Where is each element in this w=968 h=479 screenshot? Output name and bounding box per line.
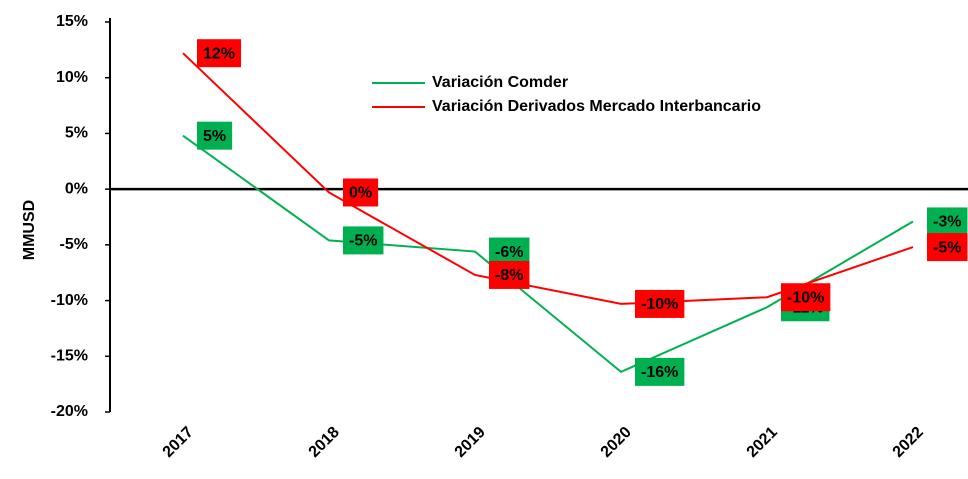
data-label-box [489,237,530,266]
x-tick-label: 2017 [160,424,197,461]
data-label: -10% [641,296,678,313]
data-label: 0% [349,185,372,202]
y-tick-label: 15% [56,13,88,30]
data-label-box [489,260,530,289]
data-label: -3% [933,214,961,231]
data-label: 5% [203,128,226,145]
data-label-box [197,121,233,150]
data-label-box [197,39,242,68]
data-label-box [343,178,379,207]
data-label-box [927,207,968,236]
legend-label: Variación Derivados Mercado Interbancari… [432,98,761,115]
y-tick-label: -5% [60,236,88,253]
series-line [182,134,914,374]
x-tick-label: 2022 [890,424,927,461]
data-label-box [635,357,685,386]
data-label: -16% [641,364,678,381]
x-tick-label: 2019 [452,424,489,461]
x-tick-label: 2021 [744,424,781,461]
y-tick-label: -15% [51,348,88,365]
data-label-box [927,233,968,262]
y-tick-label: 0% [65,180,88,197]
data-label: -5% [933,239,961,256]
y-axis-label: MMUSD [21,200,38,260]
x-tick-label: 2020 [598,424,635,461]
data-label: -5% [349,233,377,250]
data-label: -10% [787,289,824,306]
y-tick-label: 5% [65,125,88,142]
y-tick-label: 10% [56,69,88,86]
data-label-box [781,283,831,312]
data-label-box [635,289,685,318]
data-label-box [343,226,384,255]
data-label: 12% [203,45,235,62]
data-label: -8% [495,267,523,284]
data-label: -6% [495,244,523,261]
y-tick-label: -10% [51,292,88,309]
y-tick-label: -20% [51,403,88,420]
legend-label: Variación Comder [432,74,568,91]
x-tick-label: 2018 [306,424,343,461]
